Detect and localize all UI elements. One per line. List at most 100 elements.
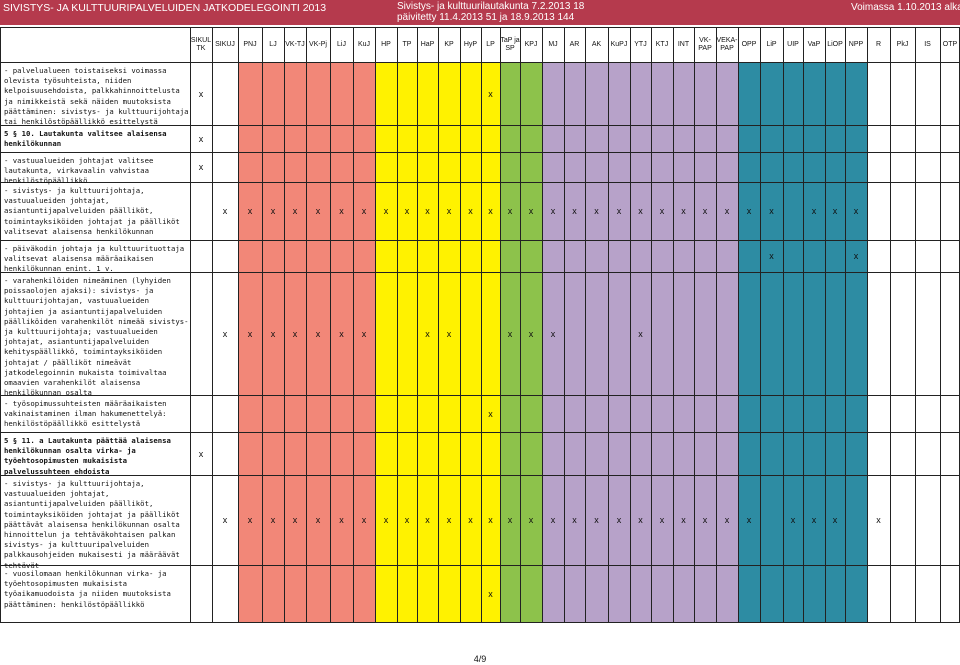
delegation-mark: x	[446, 328, 452, 339]
table-column-line	[915, 27, 916, 622]
delegation-mark: x	[315, 515, 321, 525]
delegation-mark: x	[528, 206, 534, 216]
delegation-mark: x	[198, 162, 204, 172]
delegation-mark: x	[681, 515, 686, 525]
column-header: LiJ	[337, 40, 346, 48]
column-header: KuJ	[357, 40, 371, 48]
column-header: UIP	[787, 40, 799, 48]
delegation-mark: x	[270, 328, 276, 339]
delegation-mark: x	[507, 206, 513, 216]
delegation-mark: x	[292, 328, 298, 339]
delegation-mark: x	[853, 251, 859, 261]
table-row-text: - sivistys- ja kulttuurijohtaja, vastuua…	[4, 479, 180, 570]
delegation-mark: x	[811, 206, 817, 216]
table-row-line	[0, 27, 960, 28]
table-row-line	[0, 125, 960, 126]
table-column-line	[500, 27, 501, 622]
column-band	[481, 62, 500, 622]
delegation-mark: x	[446, 515, 452, 525]
delegation-mark: x	[594, 206, 599, 216]
approval-line-2: päivitetty 11.4.2013 51 ja 18.9.2013 144	[397, 12, 575, 23]
table-row-text: 5 § 10. Lautakunta valitsee alaisensa he…	[4, 129, 167, 149]
delegation-mark: x	[468, 206, 473, 216]
table-row-line	[0, 565, 960, 566]
effective-date: Voimassa 1.10.2013 alkaen	[851, 2, 960, 13]
table-column-line	[694, 27, 695, 622]
table-row-line	[0, 272, 960, 273]
delegation-mark: x	[292, 515, 298, 525]
column-band	[238, 62, 262, 622]
table-column-line	[284, 27, 285, 622]
column-header: HP	[381, 40, 391, 48]
table-row-line	[0, 622, 960, 623]
table-column-line	[564, 27, 565, 622]
table-column-line	[0, 27, 1, 622]
delegation-mark: x	[361, 515, 367, 525]
delegation-mark: x	[702, 206, 708, 216]
column-header: NPP	[848, 40, 864, 48]
table-row-text: - sivistys- ja kulttuurijohtaja, vastuua…	[4, 186, 180, 236]
column-band	[564, 62, 585, 622]
delegation-mark: x	[507, 328, 513, 339]
delegation-mark: x	[659, 206, 665, 216]
column-band	[397, 62, 417, 622]
column-band	[438, 62, 460, 622]
table-column-line	[738, 27, 739, 622]
table-column-line	[630, 27, 631, 622]
delegation-mark: x	[724, 206, 730, 216]
delegation-mark: x	[550, 328, 556, 339]
column-band	[694, 62, 716, 622]
delegation-mark: x	[550, 515, 556, 525]
table-column-line	[585, 27, 586, 622]
delegation-mark: x	[616, 515, 622, 525]
table-row-line	[0, 152, 960, 153]
table-column-line	[716, 27, 717, 622]
column-header: SIKUL TK	[190, 36, 212, 52]
delegation-mark: x	[488, 515, 493, 525]
delegation-mark: x	[222, 328, 228, 339]
delegation-mark: x	[659, 515, 665, 525]
column-band	[284, 62, 306, 622]
table-row-line	[0, 240, 960, 241]
table-column-line	[353, 27, 354, 622]
table-column-line	[238, 27, 239, 622]
table-column-line	[397, 27, 398, 622]
delegation-mark: x	[572, 206, 577, 216]
column-header: HaP	[420, 40, 435, 48]
delegation-mark: x	[790, 515, 796, 525]
table-column-line	[940, 27, 941, 622]
table-column-line	[460, 27, 461, 622]
delegation-mark: x	[247, 328, 253, 339]
column-header: INT	[677, 40, 690, 48]
column-band	[330, 62, 353, 622]
delegation-mark: x	[528, 328, 534, 339]
column-header: VEKA- PAP	[716, 36, 738, 52]
delegation-mark: x	[270, 206, 276, 216]
column-band	[353, 62, 375, 622]
column-header: KPJ	[524, 40, 538, 48]
column-header: OTP	[942, 40, 958, 48]
table-column-line	[803, 27, 804, 622]
column-band	[375, 62, 397, 622]
column-header: OPP	[741, 40, 757, 48]
delegation-mark: x	[383, 206, 389, 216]
delegation-mark: x	[769, 251, 774, 261]
delegation-mark: x	[198, 133, 204, 144]
table-column-line	[375, 27, 376, 622]
delegation-mark: x	[361, 328, 367, 339]
table-column-line	[542, 27, 543, 622]
table-column-line	[417, 27, 418, 622]
column-band	[262, 62, 284, 622]
table-column-line	[520, 27, 521, 622]
delegation-mark: x	[488, 408, 493, 419]
delegation-mark: x	[198, 88, 204, 99]
table-column-line	[783, 27, 784, 622]
document-header-bar: SIVISTYS- JA KULTTUURIPALVELUIDEN JATKOD…	[0, 0, 960, 25]
delegation-mark: x	[550, 206, 556, 216]
table-row-text: - päiväkodin johtaja ja kulttuurituottaj…	[4, 244, 185, 274]
column-header: MJ	[548, 40, 558, 48]
table-column-line	[890, 27, 891, 622]
column-band	[825, 62, 845, 622]
approval-line-1: Sivistys- ja kulttuurilautakunta 7.2.201…	[397, 1, 585, 12]
delegation-mark: x	[832, 206, 838, 216]
